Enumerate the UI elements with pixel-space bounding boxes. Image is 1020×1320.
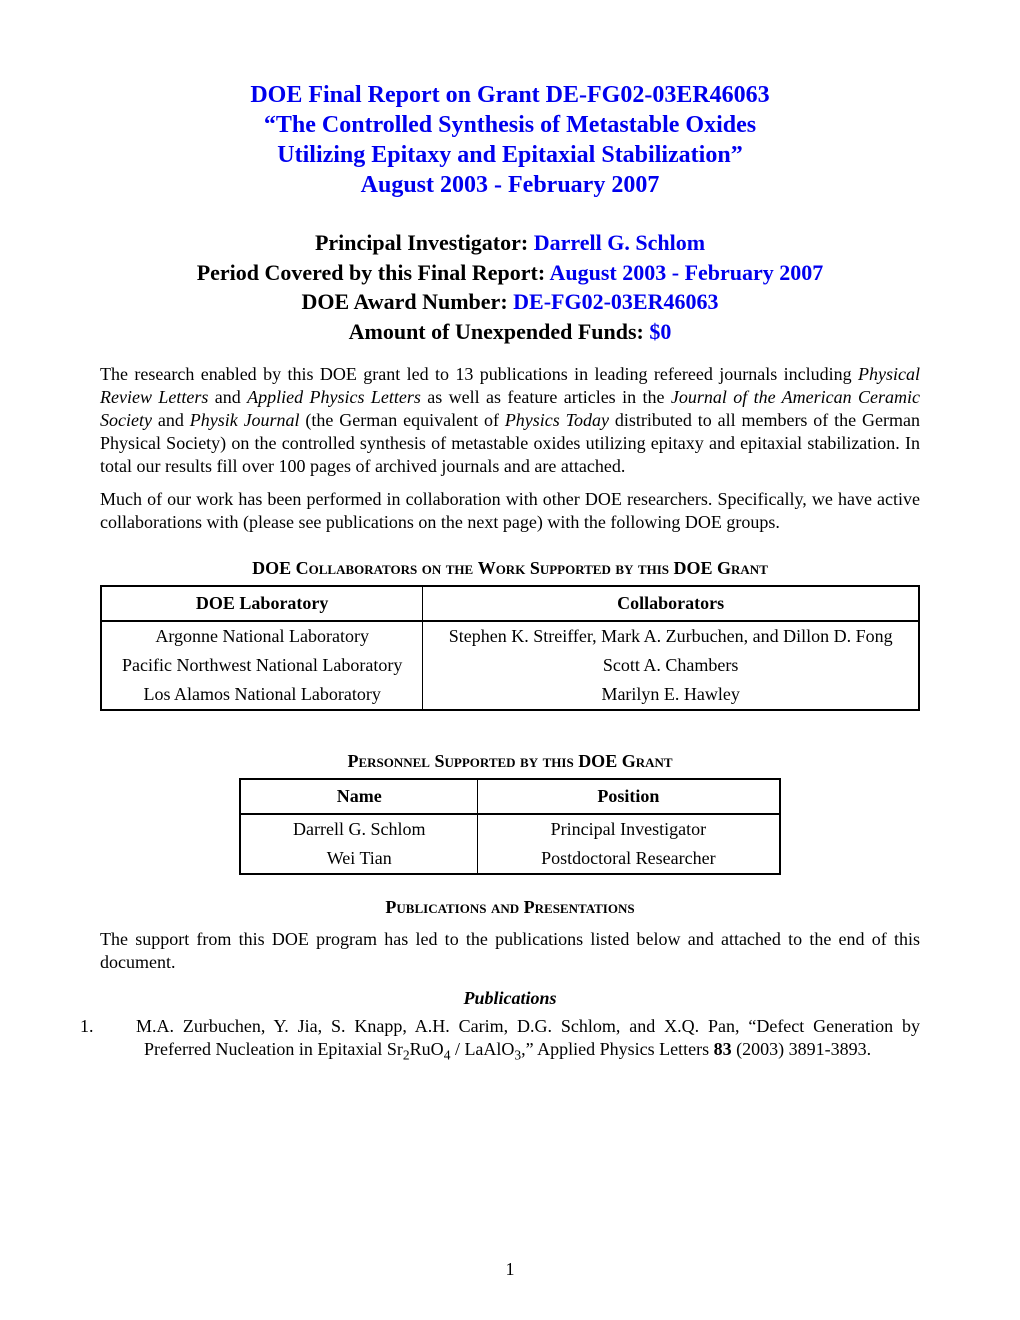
collab-lab: Argonne National Laboratory (101, 621, 423, 651)
publications-intro: The support from this DOE program has le… (100, 928, 920, 974)
table-row: Wei Tian Postdoctoral Researcher (240, 844, 779, 874)
pc4: upported by this (445, 751, 579, 771)
table-header-row: Name Position (240, 779, 779, 814)
collaborators-table: DOE Laboratory Collaborators Argonne Nat… (100, 585, 920, 711)
collab-lab: Los Alamos National Laboratory (101, 680, 423, 710)
meta-period: Period Covered by this Final Report: Aug… (100, 258, 920, 288)
cc4: ork (496, 558, 530, 578)
collab-people: Scott A. Chambers (423, 651, 919, 680)
collab-header-people: Collaborators (423, 586, 919, 621)
cc2: ollaborators on the (309, 558, 478, 578)
pub1-b1: 83 (714, 1039, 732, 1059)
personnel-header-position: Position (478, 779, 780, 814)
collab-header-lab: DOE Laboratory (101, 586, 423, 621)
collab-people: Marilyn E. Hawley (423, 680, 919, 710)
personnel-table: Name Position Darrell G. Schlom Principa… (239, 778, 780, 875)
title-line-4: August 2003 - February 2007 (100, 170, 920, 200)
funds-label: Amount of Unexpended Funds: (349, 319, 650, 344)
meta-funds: Amount of Unexpended Funds: $0 (100, 317, 920, 347)
table-row: Darrell G. Schlom Principal Investigator (240, 814, 779, 844)
pub1-t2: RuO (410, 1039, 444, 1059)
publications-heading: Publications (100, 988, 920, 1009)
award-value: DE-FG02-03ER46063 (513, 289, 718, 314)
table-row: Los Alamos National Laboratory Marilyn E… (101, 680, 919, 710)
pc1: P (347, 751, 358, 771)
cc6: upported by this (540, 558, 674, 578)
personnel-position: Postdoctoral Researcher (478, 844, 780, 874)
para1-i5: Physics Today (505, 410, 609, 430)
personnel-name: Darrell G. Schlom (240, 814, 477, 844)
para1-t4: and (152, 410, 190, 430)
pub1-t4: ,” (521, 1039, 537, 1059)
award-label: DOE Award Number: (302, 289, 514, 314)
pub-number: 1. (112, 1015, 136, 1038)
collab-caption: DOE Collaborators on the Work Supported … (100, 558, 920, 579)
paragraph-1: The research enabled by this DOE grant l… (100, 363, 920, 478)
table-row: Pacific Northwest National Laboratory Sc… (101, 651, 919, 680)
personnel-header-name: Name (240, 779, 477, 814)
cc3: W (478, 558, 496, 578)
title-line-3: Utilizing Epitaxy and Epitaxial Stabiliz… (100, 140, 920, 170)
title-line-1: DOE Final Report on Grant DE-FG02-03ER46… (100, 80, 920, 110)
funds-value: $0 (649, 319, 671, 344)
period-value: August 2003 - February 2007 (550, 260, 824, 285)
pi-label: Principal Investigator: (315, 230, 534, 255)
table-row: Argonne National Laboratory Stephen K. S… (101, 621, 919, 651)
table-header-row: DOE Laboratory Collaborators (101, 586, 919, 621)
pub1-t6: (2003) 3891-3893. (732, 1039, 871, 1059)
pub1-s1: 2 (403, 1048, 410, 1063)
meta-award: DOE Award Number: DE-FG02-03ER46063 (100, 287, 920, 317)
pp3: P (524, 897, 535, 917)
pub1-i1: Applied Physics Letters (537, 1039, 709, 1059)
cc5: S (530, 558, 540, 578)
personnel-caption: Personnel Supported by this DOE Grant (100, 751, 920, 772)
para1-i2: Applied Physics Letters (247, 387, 421, 407)
publication-item: 1.M.A. Zurbuchen, Y. Jia, S. Knapp, A.H.… (144, 1015, 920, 1061)
report-meta: Principal Investigator: Darrell G. Schlo… (100, 228, 920, 347)
publications-caption: Publications and Presentations (100, 897, 920, 918)
personnel-position: Principal Investigator (478, 814, 780, 844)
collab-lab: Pacific Northwest National Laboratory (101, 651, 423, 680)
period-label: Period Covered by this Final Report: (197, 260, 550, 285)
paragraph-2: Much of our work has been performed in c… (100, 488, 920, 534)
para1-i4: Physik Journal (190, 410, 300, 430)
personnel-name: Wei Tian (240, 844, 477, 874)
pp1: P (385, 897, 396, 917)
pc2: ersonnel (358, 751, 434, 771)
para1-t2: and (208, 387, 247, 407)
pp2: ublications and (396, 897, 523, 917)
cc1: DOE C (252, 558, 309, 578)
pub1-t3: / LaAlO (450, 1039, 514, 1059)
pp4: resentations (535, 897, 635, 917)
cc8: rant (731, 558, 768, 578)
pc5: DOE G (578, 751, 636, 771)
para1-t5: (the German equivalent of (300, 410, 505, 430)
report-title: DOE Final Report on Grant DE-FG02-03ER46… (100, 80, 920, 200)
title-line-2: “The Controlled Synthesis of Metastable … (100, 110, 920, 140)
pc6: rant (636, 751, 673, 771)
para1-t3: as well as feature articles in the (421, 387, 671, 407)
collab-people: Stephen K. Streiffer, Mark A. Zurbuchen,… (423, 621, 919, 651)
pc3: S (434, 751, 444, 771)
cc7: DOE G (674, 558, 732, 578)
page-number: 1 (0, 1259, 1020, 1280)
pi-value: Darrell G. Schlom (534, 230, 705, 255)
para1-t1: The research enabled by this DOE grant l… (100, 364, 858, 384)
meta-pi: Principal Investigator: Darrell G. Schlo… (100, 228, 920, 258)
